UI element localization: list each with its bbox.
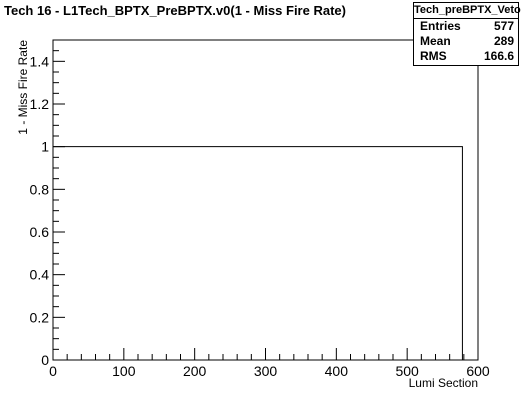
histogram-bar xyxy=(52,146,463,360)
stats-value: 577 xyxy=(493,19,514,33)
x-tick-label: 200 xyxy=(183,363,207,379)
stats-label: Entries xyxy=(420,19,461,33)
stats-value: 166.6 xyxy=(483,49,514,63)
x-axis-label: Lumi Section xyxy=(409,376,478,390)
x-tick-label: 300 xyxy=(254,363,278,379)
x-tick-label: 0 xyxy=(49,363,57,379)
stats-row-entries: Entries 577 xyxy=(414,19,518,34)
y-tick-label: 0.8 xyxy=(30,181,50,197)
x-tick-label: 600 xyxy=(466,363,490,379)
stats-row-mean: Mean 289 xyxy=(414,34,518,49)
y-tick-label: 1 xyxy=(41,139,49,155)
stats-label: RMS xyxy=(420,49,447,63)
stats-box: Tech_preBPTX_Veto Entries 577 Mean 289 R… xyxy=(413,2,521,66)
chart-title: Tech 16 - L1Tech_BPTX_PreBPTX.v0(1 - Mis… xyxy=(4,3,346,18)
x-axis: 0 100 200 300 400 500 600 xyxy=(49,348,490,379)
x-tick-label: 100 xyxy=(112,363,136,379)
plot-border xyxy=(52,39,479,361)
y-tick-label: 0.2 xyxy=(30,309,50,325)
y-tick-label: 0.6 xyxy=(30,224,50,240)
y-axis: 0 0.2 0.4 0.6 0.8 1 1.2 1.4 xyxy=(30,39,65,368)
y-tick-label: 1.4 xyxy=(30,53,50,69)
stats-box-title: Tech_preBPTX_Veto xyxy=(414,3,521,19)
y-tick-label: 0 xyxy=(41,352,49,368)
stats-label: Mean xyxy=(420,34,451,48)
x-tick-label: 500 xyxy=(395,363,419,379)
plot-frame xyxy=(52,39,479,361)
stats-row-rms: RMS 166.6 xyxy=(414,49,518,64)
x-tick-label: 400 xyxy=(325,363,349,379)
y-tick-label: 1.2 xyxy=(30,96,50,112)
histogram-series xyxy=(52,146,463,360)
stats-value: 289 xyxy=(493,34,514,48)
y-tick-label: 0.4 xyxy=(30,267,50,283)
y-axis-label: 1 - Miss Fire Rate xyxy=(16,40,30,135)
